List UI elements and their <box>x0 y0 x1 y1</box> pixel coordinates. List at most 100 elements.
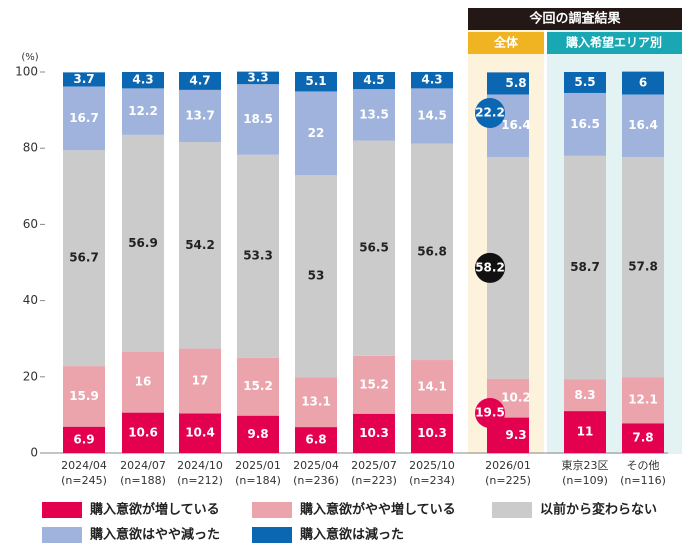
x-sample-size: (n=234) <box>409 474 455 487</box>
x-tick-label: 2025/10 <box>409 459 455 472</box>
bar-segment <box>63 72 105 87</box>
value-label: 13.1 <box>301 395 331 409</box>
bar-segment <box>487 72 529 95</box>
legend-label: 購入意欲が増している <box>89 502 220 518</box>
x-sample-size: (n=116) <box>620 474 666 487</box>
x-tick-label: その他 <box>627 459 660 472</box>
x-sample-size: (n=225) <box>485 474 531 487</box>
bar-segment <box>122 351 164 413</box>
y-tick-label: 100 <box>15 65 38 79</box>
x-tick-label: 2024/10 <box>177 459 223 472</box>
x-tick-label: 2024/07 <box>120 459 166 472</box>
value-label: 58.7 <box>570 260 600 274</box>
value-label: 9.8 <box>247 427 268 441</box>
value-label: 12.1 <box>628 393 658 407</box>
value-label: 11 <box>577 425 594 439</box>
value-label: 16.4 <box>628 118 658 132</box>
x-sample-size: (n=236) <box>293 474 339 487</box>
value-label: 14.5 <box>417 109 447 123</box>
panel-title: 今回の調査結果 <box>528 11 620 27</box>
bar-segment <box>63 426 105 453</box>
value-label: 6 <box>639 76 647 90</box>
value-label: 4.3 <box>421 73 442 87</box>
x-tick-label: 2024/04 <box>61 459 107 472</box>
bar-segment <box>179 72 221 90</box>
bar-segment <box>295 427 337 453</box>
value-label: 56.9 <box>128 236 158 250</box>
bar-segment <box>353 355 395 414</box>
group-header <box>468 32 544 54</box>
bar-segment <box>622 156 664 378</box>
x-tick-label: 2026/01 <box>485 459 531 472</box>
bar-segment <box>353 413 395 453</box>
value-label: 3.3 <box>247 70 268 84</box>
bar-segment <box>122 72 164 89</box>
legend-swatch <box>42 502 82 518</box>
annotation: 22.2 <box>475 106 505 120</box>
bar-segment <box>411 413 453 453</box>
value-label: 4.3 <box>132 73 153 87</box>
bar-segment <box>622 94 664 157</box>
annotation: 19.5 <box>475 406 505 420</box>
bar-segment <box>353 140 395 356</box>
annotation-circle <box>475 98 505 128</box>
legend-swatch <box>252 527 292 543</box>
bar-segment <box>122 412 164 453</box>
y-tick-label: 40 <box>23 293 38 307</box>
value-label: 17 <box>192 373 209 387</box>
value-label: 13.5 <box>359 107 389 121</box>
x-tick-label: 2025/04 <box>293 459 339 472</box>
bar-segment <box>295 175 337 378</box>
value-label: 4.7 <box>189 73 210 87</box>
value-label: 15.2 <box>359 377 389 391</box>
value-label: 14.1 <box>417 379 447 393</box>
x-tick-label: 2025/07 <box>351 459 397 472</box>
legend-label: 購入意欲がやや増している <box>299 502 456 518</box>
value-label: 15.9 <box>69 389 99 403</box>
x-sample-size: (n=109) <box>562 474 608 487</box>
emphasis-circle <box>475 252 505 283</box>
y-tick-label: 80 <box>23 141 38 155</box>
bar-segment <box>237 154 279 358</box>
value-label: 57.8 <box>628 260 658 274</box>
value-label: 56.7 <box>69 251 99 265</box>
bar-segment <box>353 72 395 90</box>
bar-segment <box>122 134 164 352</box>
value-label: 3.7 <box>73 72 94 86</box>
value-label: 56.5 <box>359 241 389 255</box>
y-tick-label: 20 <box>23 369 38 383</box>
value-label: 22 <box>308 126 325 140</box>
group-label: 購入希望エリア別 <box>565 35 662 50</box>
bar-segment <box>295 72 337 92</box>
bar-segment <box>564 92 606 156</box>
value-label: 8.3 <box>574 388 595 402</box>
x-tick-label: 2025/01 <box>235 459 281 472</box>
value-label: 4.5 <box>363 73 384 87</box>
value-label: 10.3 <box>359 426 389 440</box>
bar-segment <box>353 89 395 141</box>
bar-segment <box>179 89 221 143</box>
value-label: 13.7 <box>185 109 215 123</box>
x-sample-size: (n=212) <box>177 474 223 487</box>
value-label: 16.7 <box>69 111 99 125</box>
value-label: 16.4 <box>501 118 531 132</box>
bar-segment <box>63 366 105 427</box>
bar-segment <box>179 348 221 414</box>
x-sample-size: (n=223) <box>351 474 397 487</box>
bar-segment <box>237 415 279 453</box>
bar-segment <box>237 84 279 155</box>
value-label: 54.2 <box>185 238 215 252</box>
value-label: 6.9 <box>73 432 94 446</box>
value-label: 5.8 <box>505 76 526 90</box>
bar-segment <box>179 413 221 453</box>
value-label: 10.2 <box>501 391 531 405</box>
value-label: 10.3 <box>417 426 447 440</box>
value-label: 18.5 <box>243 112 273 126</box>
y-tick-label: 0 <box>30 446 38 460</box>
x-sample-size: (n=245) <box>61 474 107 487</box>
value-label: 58.2 <box>475 260 505 274</box>
legend-swatch <box>42 527 82 543</box>
legend-label: 購入意欲はやや減った <box>89 527 220 543</box>
bar-segment <box>295 377 337 428</box>
